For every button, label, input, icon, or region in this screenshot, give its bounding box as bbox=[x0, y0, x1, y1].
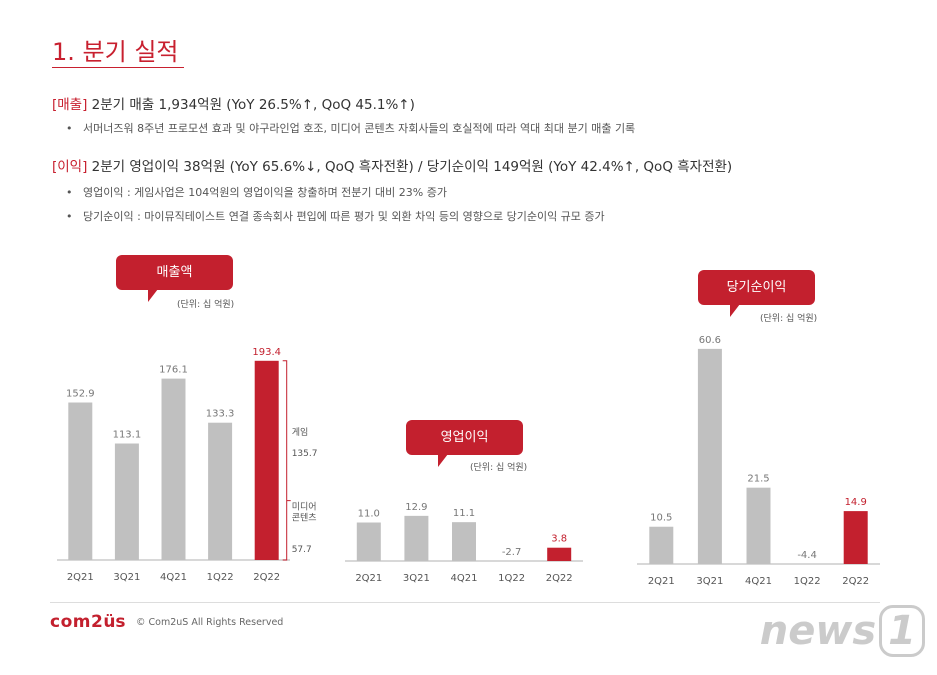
profit-bullet: • 당기순이익 : 마이뮤직테이스트 연결 종속회사 편입에 따른 평가 및 외… bbox=[66, 210, 605, 223]
profit-tag: [이익] bbox=[52, 159, 88, 175]
com2us-logo: com2üs bbox=[50, 612, 127, 632]
unit-label: (단위: 십 억원) bbox=[177, 300, 235, 310]
data-label: 152.9 bbox=[66, 389, 95, 400]
data-label: -2.7 bbox=[502, 547, 522, 558]
bar-2Q21 bbox=[356, 522, 381, 561]
tick-label: 2Q21 bbox=[355, 573, 382, 584]
title-underline bbox=[52, 67, 184, 68]
profit-heading: [이익] 2분기 영업이익 38억원 (YoY 65.6%↓, QoQ 흑자전환… bbox=[52, 155, 732, 175]
charts: 152.9 2Q21 113.1 3Q21 176.1 4Q21 133.3 1Q22 193.… bbox=[57, 335, 880, 587]
chart-title-operating-profit: 영업이익 bbox=[406, 420, 523, 467]
bar-2Q21 bbox=[68, 402, 93, 560]
bar-2Q22 bbox=[254, 360, 279, 560]
tick-label: 2Q21 bbox=[67, 572, 94, 583]
data-label: 10.5 bbox=[650, 513, 672, 524]
data-label: 11.1 bbox=[453, 508, 475, 519]
revenue-text: 2분기 매출 1,934억원 (YoY 26.5%↑, QoQ 45.1%↑) bbox=[87, 97, 415, 113]
tick-label: 1Q22 bbox=[498, 573, 525, 584]
profit-bullet: • 영업이익 : 게임사업은 104억원의 영업이익을 창출하며 전분기 대비 … bbox=[66, 186, 447, 199]
bar-2Q21 bbox=[649, 526, 674, 564]
tick-label: 3Q21 bbox=[113, 572, 140, 583]
tick-label: 2Q22 bbox=[842, 576, 869, 587]
breakdown-name: 미디어 bbox=[292, 502, 317, 513]
tick-label: 4Q21 bbox=[160, 572, 187, 583]
tick-label: 3Q21 bbox=[403, 573, 430, 584]
tick-label: 3Q21 bbox=[696, 576, 723, 587]
bar-4Q21 bbox=[452, 522, 476, 561]
chart-title-net-income: 당기순이익 bbox=[698, 270, 815, 317]
profit-text: 2분기 영업이익 38억원 (YoY 65.6%↓, QoQ 흑자전환) / 당… bbox=[87, 159, 733, 175]
data-label: 193.4 bbox=[252, 347, 281, 358]
breakdown-name: 게임 bbox=[292, 426, 309, 438]
copyright: © Com2uS All Rights Reserved bbox=[136, 617, 284, 628]
bullet-text: 당기순이익 : 마이뮤직테이스트 연결 종속회사 편입에 따른 평가 및 외환 … bbox=[82, 210, 605, 223]
data-label: 113.1 bbox=[113, 430, 142, 441]
revenue-bullet: • 서머너즈워 8주년 프로모션 효과 및 야구라인업 호조, 미디어 콘텐츠 … bbox=[66, 122, 636, 135]
breakdown-name: 콘텐츠 bbox=[292, 513, 317, 524]
revenue-tag: [매출] bbox=[52, 97, 88, 113]
bar-4Q21 bbox=[161, 378, 186, 560]
bullet-text: 서머너즈워 8주년 프로모션 효과 및 야구라인업 호조, 미디어 콘텐츠 자회… bbox=[82, 122, 636, 135]
breakdown-bracket bbox=[282, 360, 291, 561]
footer-divider bbox=[50, 602, 880, 603]
tick-label: 2Q22 bbox=[253, 572, 280, 583]
news1-watermark: news 1 bbox=[760, 605, 925, 657]
tick-label: 4Q21 bbox=[745, 576, 772, 587]
bar-2Q22 bbox=[843, 511, 868, 564]
unit-label: (단위: 십 억원) bbox=[470, 463, 528, 473]
tick-label: 2Q22 bbox=[546, 573, 573, 584]
data-label: 12.9 bbox=[405, 502, 427, 513]
bar-3Q21 bbox=[697, 348, 722, 564]
breakdown-value: 135.7 bbox=[292, 449, 318, 459]
bar-2Q22 bbox=[547, 547, 572, 561]
unit-label: (단위: 십 억원) bbox=[760, 314, 818, 324]
page-title: 1. 분기 실적 bbox=[52, 38, 179, 66]
bullet-text: 영업이익 : 게임사업은 104억원의 영업이익을 창출하며 전분기 대비 23… bbox=[82, 186, 447, 199]
data-label: 11.0 bbox=[358, 509, 380, 520]
bar-3Q21 bbox=[404, 515, 429, 561]
tick-label: 4Q21 bbox=[451, 573, 478, 584]
data-label: 176.1 bbox=[159, 365, 188, 376]
data-label: 14.9 bbox=[845, 497, 867, 508]
data-label: 60.6 bbox=[699, 335, 721, 346]
tick-label: 2Q21 bbox=[648, 576, 675, 587]
data-label: 133.3 bbox=[206, 409, 235, 420]
data-label: 21.5 bbox=[747, 474, 769, 485]
data-label: 3.8 bbox=[551, 534, 567, 545]
tick-label: 1Q22 bbox=[794, 576, 821, 587]
bar-1Q22 bbox=[208, 422, 233, 560]
bar-3Q21 bbox=[114, 443, 139, 560]
bar-4Q21 bbox=[746, 487, 771, 564]
breakdown-value: 57.7 bbox=[292, 545, 312, 555]
chart-title-revenue: 매출액 bbox=[116, 255, 233, 302]
data-label: -4.4 bbox=[797, 550, 817, 561]
tick-label: 1Q22 bbox=[207, 572, 234, 583]
revenue-heading: [매출] 2분기 매출 1,934억원 (YoY 26.5%↑, QoQ 45.… bbox=[52, 93, 415, 113]
